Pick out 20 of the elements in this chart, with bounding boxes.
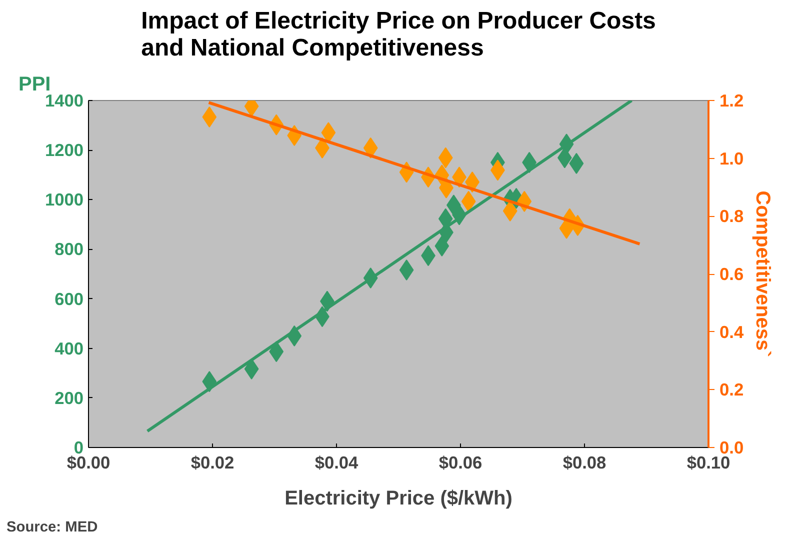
x-tick-label: $0.04 xyxy=(314,452,359,472)
y-tick-label: 200 xyxy=(54,388,84,408)
x-tick-label: $0.02 xyxy=(190,452,234,472)
x-tick-label: $0.06 xyxy=(438,452,483,472)
source-note: Source: MED xyxy=(6,520,98,536)
chart-title: Impact of Electricity Price on Producer Costs and National Competitiveness xyxy=(141,8,656,62)
y2-axis-title: Competitiveness` xyxy=(752,190,774,358)
y-tick-label: 600 xyxy=(54,288,84,309)
y2-tick-label: 1.0 xyxy=(720,148,744,168)
y2-tick-label: 0.8 xyxy=(720,206,744,226)
x-axis-title: Electricity Price ($/kWh) xyxy=(284,488,512,510)
y2-tick-label: 1.2 xyxy=(720,90,744,110)
y-tick-label: 1000 xyxy=(44,190,84,210)
y-tick-label: 800 xyxy=(54,239,84,260)
y-tick-label: 400 xyxy=(54,338,84,358)
x-tick-label: $0.08 xyxy=(562,452,607,472)
y2-tick-label: 0.6 xyxy=(720,264,744,284)
y-tick-label: 1200 xyxy=(44,140,84,160)
y2-tick-label: 0.2 xyxy=(720,380,744,400)
y2-tick-label: 0.4 xyxy=(720,322,744,342)
